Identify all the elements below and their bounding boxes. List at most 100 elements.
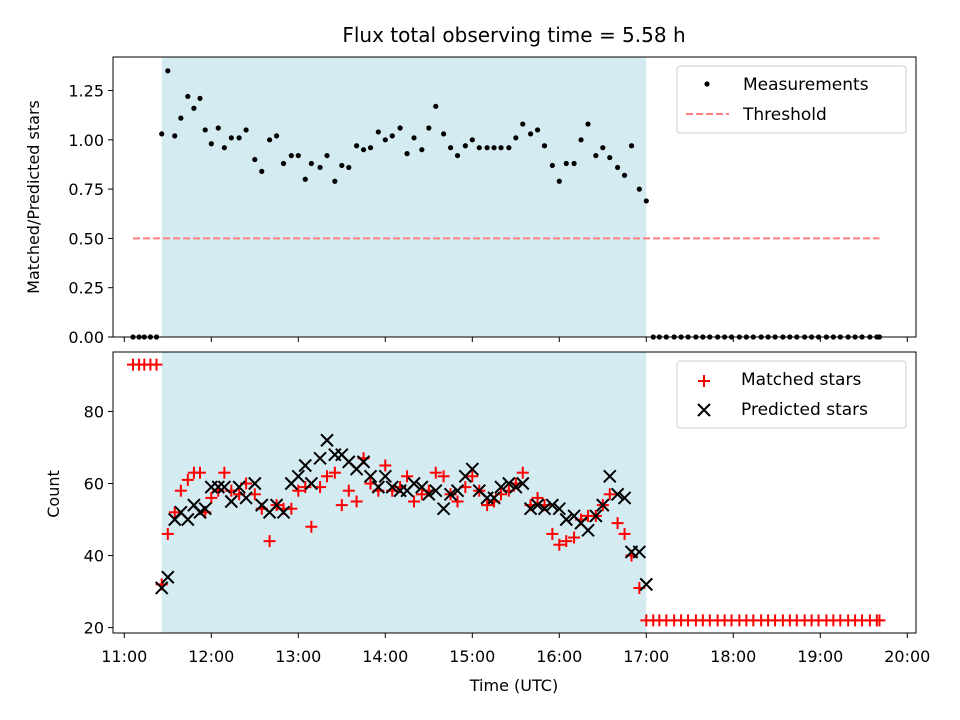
matched-star-point	[218, 466, 231, 479]
predicted-star-point	[248, 476, 262, 491]
top-shaded-region	[161, 57, 647, 337]
predicted-star-point	[239, 491, 253, 505]
measurement-point	[506, 145, 512, 151]
measurement-point	[397, 125, 403, 131]
matched-star-point	[408, 495, 421, 508]
bottom-y-tick-label: 80	[84, 402, 104, 421]
measurement-point	[593, 152, 599, 159]
top-plot-frame	[112, 56, 917, 338]
predicted-star-point	[552, 502, 567, 516]
measurement-point	[353, 143, 360, 149]
predicted-star-point	[211, 480, 225, 494]
top-legend: Measurements Threshold	[676, 65, 907, 134]
bottom-legend-box	[676, 360, 907, 429]
measurement-point	[332, 178, 338, 184]
predicted-star-point	[291, 469, 306, 483]
measurement-point	[273, 133, 280, 139]
measurement-point	[621, 172, 628, 178]
x-tick-label: 17:00	[623, 647, 669, 666]
matched-star-point	[560, 535, 573, 548]
measurement-point	[636, 186, 642, 192]
measurement-point	[419, 147, 425, 153]
legend-predicted-label: Predicted stars	[741, 400, 868, 420]
measurement-point	[165, 68, 171, 74]
measurement-point	[317, 164, 323, 171]
matched-star-point	[481, 499, 494, 512]
predicted-star-point	[232, 480, 246, 494]
measurement-point	[440, 131, 447, 137]
top-y-tick-label: 1.00	[68, 131, 104, 150]
predicted-star-point	[545, 498, 560, 512]
x-tick-label: 19:00	[797, 647, 843, 666]
top-axis-ticks: 0.00 0.25 0.50 0.75 1.00 1.25	[68, 82, 908, 347]
measurement-point	[375, 129, 381, 135]
measurement-point	[367, 145, 374, 151]
bottom-y-tick-label: 60	[84, 474, 104, 493]
measurement-point	[208, 141, 214, 147]
legend-matched-marker	[698, 375, 710, 387]
predicted-star-point	[161, 570, 175, 584]
measurement-point	[541, 143, 548, 149]
measurement-point	[600, 145, 606, 151]
matched-star-point	[299, 481, 312, 494]
x-tick-label: 18:00	[710, 647, 756, 666]
x-tick-label: 16:00	[536, 647, 582, 666]
matched-star-point	[263, 535, 276, 548]
matched-star-point	[466, 470, 479, 483]
predicted-star-point	[530, 498, 545, 512]
bottom-plot-frame	[112, 351, 917, 634]
measurement-point	[578, 137, 584, 143]
matched-star-point	[415, 488, 428, 501]
measurement-points-layer	[130, 68, 883, 340]
measurement-point	[563, 160, 569, 167]
measurement-point	[571, 160, 577, 167]
measurement-point	[178, 115, 184, 121]
x-axis-label: Time (UTC)	[469, 676, 558, 695]
measurement-point	[491, 145, 497, 151]
measurement-point	[411, 135, 417, 141]
matched-star-point	[516, 466, 529, 479]
matched-star-point	[531, 491, 544, 504]
top-y-tick-label: 0.00	[68, 328, 104, 347]
measurement-point	[288, 152, 294, 159]
measurement-point	[628, 143, 635, 149]
predicted-star-point	[603, 469, 617, 483]
matched-star-point	[328, 466, 341, 479]
matched-star-point	[546, 527, 559, 540]
matched-star-point	[321, 470, 334, 483]
chart-title: Flux total observing time = 5.58 h	[342, 23, 685, 47]
measurement-point	[324, 152, 330, 159]
measurement-point	[469, 137, 475, 143]
predicted-star-point	[581, 523, 595, 538]
matched-star-point	[161, 527, 174, 540]
measurement-point	[185, 93, 191, 100]
measurement-point	[172, 133, 178, 139]
measurement-point	[527, 131, 534, 137]
measurement-point	[259, 168, 265, 174]
measurement-point	[228, 135, 234, 141]
predicted-star-point	[596, 498, 610, 512]
top-y-tick-label: 0.50	[68, 229, 104, 248]
measurement-point	[476, 145, 482, 151]
measurement-point	[202, 127, 208, 133]
measurement-point	[433, 103, 439, 109]
matched-star-point	[174, 484, 187, 497]
measurement-point	[346, 164, 352, 171]
predicted-points-layer	[155, 433, 654, 595]
x-tick-label: 14:00	[362, 647, 408, 666]
predicted-star-point	[494, 480, 508, 494]
matched-star-point	[437, 470, 450, 483]
predicted-star-point	[523, 502, 538, 516]
predicted-star-point	[450, 483, 465, 498]
predicted-star-point	[617, 491, 632, 505]
predicted-star-point	[632, 545, 647, 559]
measurement-point	[498, 145, 504, 151]
predicted-star-point	[502, 476, 516, 491]
x-tick-label: 15:00	[449, 647, 495, 666]
bottom-y-tick-label: 20	[84, 619, 104, 638]
predicted-star-point	[465, 462, 480, 476]
measurement-point	[549, 162, 555, 169]
matched-star-point	[305, 520, 318, 533]
matched-star-point	[168, 506, 181, 519]
